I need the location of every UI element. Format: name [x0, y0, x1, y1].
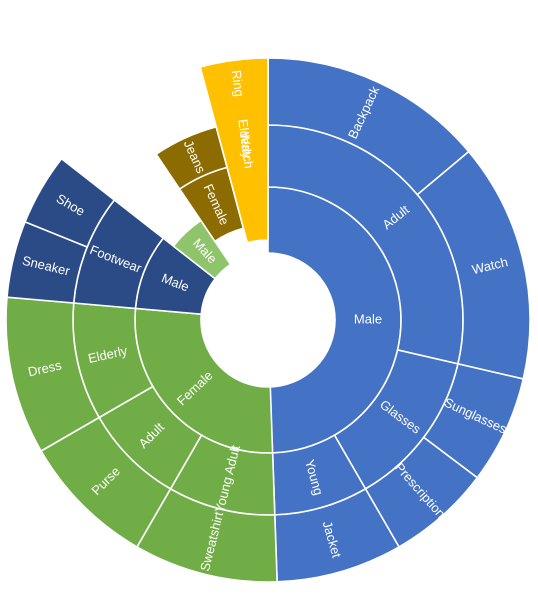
label-elderly: Elderly [235, 118, 255, 160]
label-watch: Watch [237, 131, 257, 169]
label-male: Male [354, 311, 382, 326]
segment-watch[interactable] [199, 57, 269, 244]
segment-shoe[interactable] [24, 157, 116, 248]
label-ring: Ring [229, 69, 247, 97]
segment-male[interactable] [172, 219, 232, 280]
label-dress: Dress [26, 357, 63, 379]
